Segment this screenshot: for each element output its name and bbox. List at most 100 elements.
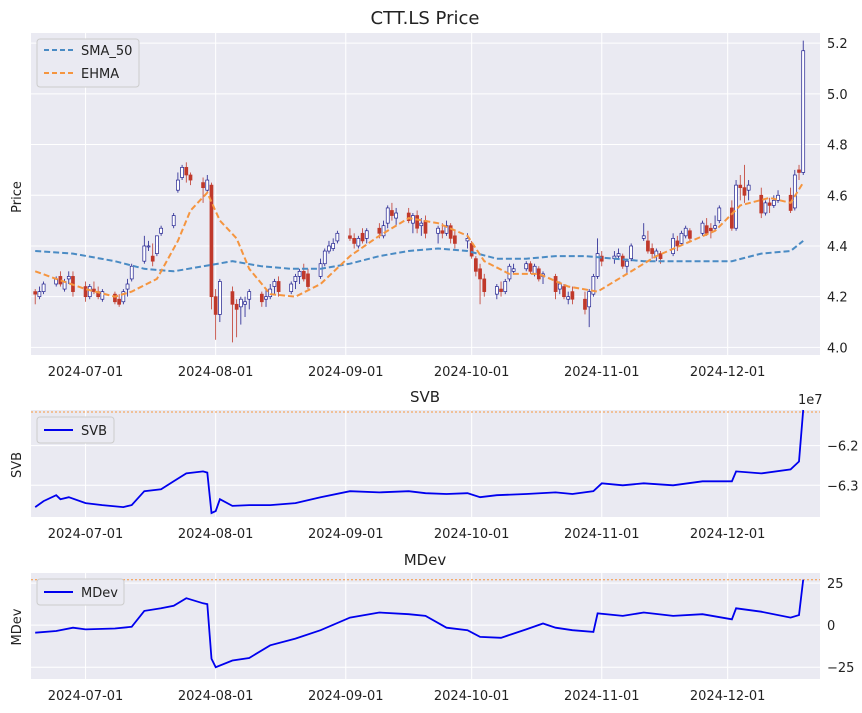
candle-body [713, 225, 717, 229]
candle [448, 223, 453, 244]
price-x-ticks: 2024-07-01 2024-08-01 2024-09-01 2024-10-01… [48, 365, 766, 380]
candle [792, 169, 797, 211]
candle [218, 278, 222, 323]
candle [360, 228, 365, 244]
candle [503, 278, 508, 295]
candle-body [709, 227, 713, 232]
candle-body [41, 283, 46, 292]
svb-y-ticks: −6.3 −6.2 [827, 440, 859, 495]
candle [293, 273, 298, 290]
candle [238, 296, 243, 325]
price-panel: CTT.LS Price Price 4.0 4.2 4.4 4.6 4.8 5.0 5.2… [10, 8, 848, 380]
candle [709, 223, 713, 239]
candle [66, 271, 71, 285]
candle [327, 240, 331, 254]
candle-body [171, 215, 176, 227]
candle [671, 233, 675, 257]
candle [213, 289, 218, 340]
candle-body [629, 245, 633, 260]
svb-x-tick-label: 2024-08-01 [178, 527, 254, 542]
candle-body [440, 230, 445, 234]
candle [117, 294, 121, 307]
candle-body [742, 187, 747, 196]
candle-body [117, 298, 121, 305]
svb-x-tick-label: 2024-09-01 [308, 527, 384, 542]
candle [176, 172, 180, 193]
candle [511, 263, 516, 274]
candle-body [289, 283, 294, 292]
mdev-plot [31, 579, 820, 669]
candle-body [771, 199, 776, 206]
candle [230, 286, 235, 343]
candle-body [33, 291, 38, 295]
candle-body [474, 258, 478, 272]
candle [385, 205, 390, 229]
candle-body [776, 194, 780, 201]
candle-body [704, 225, 709, 234]
candle-body [646, 240, 650, 252]
candle-body [322, 250, 327, 265]
candle-body [100, 291, 105, 300]
candle [209, 182, 214, 310]
candle-body [176, 179, 180, 191]
candle [494, 284, 499, 300]
candle-body [390, 210, 394, 216]
candle-body [381, 225, 386, 237]
candle-body [297, 270, 302, 277]
candle-body [625, 260, 629, 267]
svb-scale-label: 1e7 [798, 393, 823, 408]
price-plot-area [31, 33, 820, 355]
candle-body [767, 202, 772, 206]
candle [264, 289, 268, 307]
price-x-tick-label: 2024-11-01 [564, 365, 640, 380]
candle [553, 273, 558, 300]
candle [650, 243, 654, 259]
candle-body [423, 220, 428, 234]
candle-body [620, 255, 625, 267]
candle-body [243, 301, 247, 305]
candle [595, 238, 600, 279]
candle [562, 284, 566, 300]
candle-body [125, 283, 130, 290]
candle [188, 172, 193, 186]
candle [171, 213, 176, 229]
candle-body [562, 286, 566, 298]
candle-body [478, 268, 482, 280]
price-x-tick-label: 2024-12-01 [690, 365, 766, 380]
candle-body [759, 194, 764, 214]
candle [348, 228, 352, 241]
candle-body [524, 263, 529, 270]
candle-body [352, 238, 357, 244]
price-y-tick-label: 4.2 [827, 291, 848, 306]
price-y-axis-label: Price [10, 181, 25, 213]
candle-body [201, 182, 205, 189]
candle [566, 291, 571, 305]
candle-body [730, 207, 734, 229]
candle [524, 261, 529, 272]
mdev-legend-box [36, 578, 125, 606]
candle [591, 273, 596, 297]
candle [243, 296, 247, 317]
candle-body [213, 296, 218, 315]
candle [641, 223, 646, 241]
mdev-legend: MDev [36, 578, 125, 606]
svb-x-tick-label: 2024-11-01 [564, 527, 640, 542]
candle-body [121, 291, 126, 303]
candle-body [482, 278, 487, 292]
candle-body [570, 291, 575, 300]
candle-body [318, 263, 323, 277]
candle [41, 281, 46, 295]
candle [259, 291, 264, 307]
svb-x-tick-label: 2024-10-01 [434, 527, 510, 542]
svb-panel: SVB SVB 1e7 −6.3 −6.2 2024-07-01 2024-08-0… [10, 388, 859, 542]
candle [763, 200, 768, 216]
candle-body [528, 263, 533, 272]
legend-mdev-label: MDev [81, 586, 118, 601]
sma-50-line [35, 240, 804, 273]
candle [444, 220, 449, 236]
candle [381, 220, 386, 239]
svb-legend: SVB [36, 416, 115, 444]
candle-body [92, 288, 96, 292]
candle-body [66, 276, 71, 280]
svb-y-tick-label: −6.2 [827, 440, 859, 455]
